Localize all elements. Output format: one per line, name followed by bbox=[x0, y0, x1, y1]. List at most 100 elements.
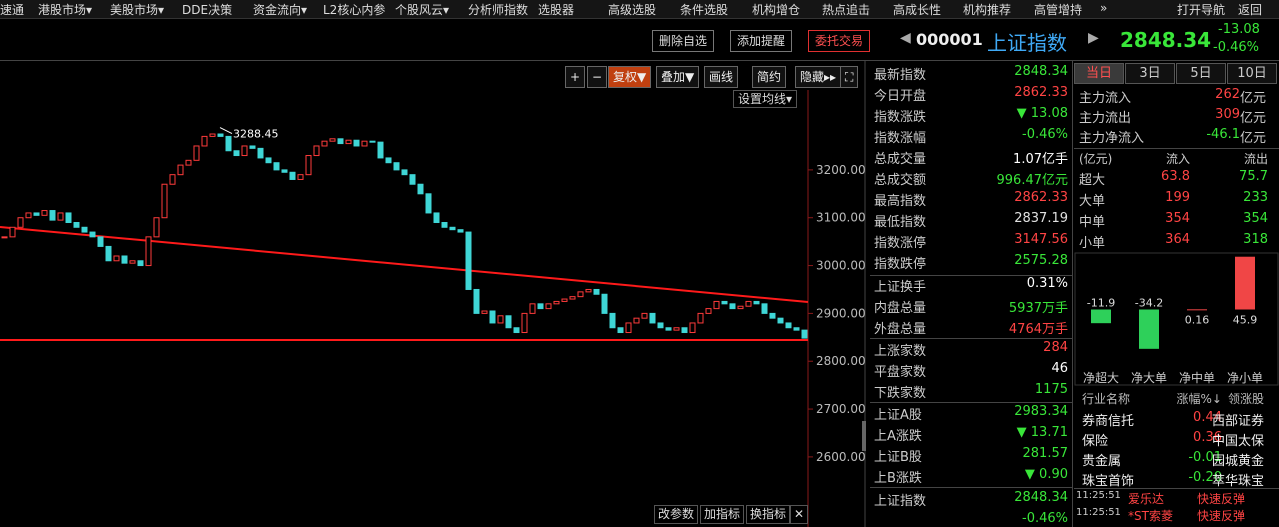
candle bbox=[345, 139, 352, 145]
flow-label: 主力流出 bbox=[1079, 111, 1132, 126]
stat-label: 今日开盘 bbox=[874, 89, 927, 104]
menu-item[interactable]: 高管增持 bbox=[1034, 3, 1083, 17]
menu-item[interactable]: 个股风云▾ bbox=[395, 3, 450, 17]
menu-item[interactable]: 返回 bbox=[1238, 3, 1263, 17]
stat-value: -0.46% bbox=[1022, 511, 1068, 526]
y-tick-label: 3100.00 bbox=[816, 211, 866, 225]
candle bbox=[585, 288, 592, 293]
ma-setting[interactable]: 设置均线▾ bbox=[733, 90, 798, 108]
stat-label: 指数涨幅 bbox=[874, 131, 927, 146]
candle bbox=[249, 145, 256, 149]
divider bbox=[870, 338, 1072, 339]
stat-label: 总成交额 bbox=[874, 173, 927, 188]
action-button[interactable]: 删除自选 bbox=[652, 30, 715, 52]
table-header: 行业名称 bbox=[1082, 392, 1131, 406]
y-tick-label: 2700.00 bbox=[816, 402, 866, 416]
candle bbox=[577, 291, 584, 298]
tab[interactable]: 当日 bbox=[1074, 63, 1124, 84]
table-cell[interactable]: 券商信托 bbox=[1082, 414, 1135, 429]
table-cell: 75.7 bbox=[1239, 169, 1268, 184]
candle bbox=[497, 315, 504, 324]
indicator-tool[interactable]: 改参数 bbox=[654, 505, 699, 524]
candle bbox=[569, 296, 576, 300]
peak-label: 3288.45 bbox=[233, 128, 279, 141]
stat-value: 2848.34 bbox=[1014, 64, 1068, 79]
next-arrow[interactable]: ▶ bbox=[1088, 30, 1099, 46]
ticker-cell: 11:25:51 bbox=[1076, 490, 1121, 501]
candle bbox=[329, 138, 336, 142]
chart-tool[interactable]: 简约 bbox=[752, 66, 787, 88]
chart-tool[interactable]: + bbox=[565, 66, 586, 88]
candle bbox=[193, 145, 200, 161]
candle bbox=[113, 255, 120, 262]
tab[interactable]: 10日 bbox=[1227, 63, 1277, 84]
divider bbox=[870, 402, 1072, 403]
menu-item[interactable]: 热点追击 bbox=[822, 3, 871, 17]
menu-item[interactable]: 高级选股 bbox=[608, 3, 657, 17]
quote-change: -13.08 bbox=[1218, 22, 1260, 37]
stat-value: 2575.28 bbox=[1014, 253, 1068, 268]
candle bbox=[721, 300, 728, 305]
scroll-handle[interactable] bbox=[862, 421, 866, 451]
candle bbox=[33, 212, 40, 216]
candle bbox=[729, 303, 736, 310]
menu-item[interactable]: 条件选股 bbox=[680, 3, 729, 17]
candle bbox=[793, 327, 800, 331]
chart-tool[interactable]: 复权▼ bbox=[608, 66, 652, 88]
action-button[interactable]: 委托交易 bbox=[808, 30, 871, 52]
candle bbox=[553, 300, 560, 305]
net-flow-chart: -11.9 净超大 -34.2 净大单 0.16 净中单 45.9 净小单 bbox=[1074, 252, 1279, 386]
table-cell[interactable]: 珠宝首饰 bbox=[1082, 474, 1135, 489]
menu-item[interactable]: 打开导航 bbox=[1177, 3, 1226, 17]
chart-tool[interactable]: ⛶ bbox=[840, 66, 859, 88]
tab[interactable]: 5日 bbox=[1176, 63, 1226, 84]
chart-tool[interactable]: 叠加▼ bbox=[656, 66, 700, 88]
menu-item[interactable]: 机构增仓 bbox=[752, 3, 801, 17]
table-cell: 超大 bbox=[1079, 173, 1106, 188]
candle bbox=[337, 138, 344, 145]
table-cell[interactable]: 保险 bbox=[1082, 434, 1109, 449]
candle bbox=[185, 159, 192, 166]
candle bbox=[313, 145, 320, 157]
stat-label: 指数涨停 bbox=[874, 236, 927, 251]
chart-tool[interactable]: − bbox=[587, 66, 608, 88]
candle bbox=[105, 245, 112, 262]
table-cell: 中国太保 bbox=[1211, 434, 1264, 449]
table-cell[interactable]: 贵金属 bbox=[1082, 454, 1122, 469]
candle bbox=[753, 300, 760, 305]
table-cell: 354 bbox=[1243, 211, 1268, 226]
quote-pct: -0.46% bbox=[1213, 40, 1259, 55]
chart-tool[interactable]: 画线 bbox=[704, 66, 739, 88]
stat-label: 下跌家数 bbox=[874, 386, 927, 401]
candle bbox=[521, 312, 528, 334]
y-tick-label: 3200.00 bbox=[816, 163, 866, 177]
menu-item[interactable]: 资金流向▾ bbox=[253, 3, 308, 17]
indicator-tool[interactable]: 加指标 bbox=[700, 505, 745, 524]
menu-item[interactable]: 选股器 bbox=[538, 3, 575, 17]
menu-item[interactable]: » bbox=[1100, 1, 1108, 15]
candle bbox=[481, 310, 488, 314]
menu-item[interactable]: 机构推荐 bbox=[963, 3, 1012, 17]
menu-item[interactable]: 美股市场▾ bbox=[110, 3, 165, 17]
category-label: 净超大 bbox=[1083, 370, 1119, 385]
table-header: 领涨股 bbox=[1227, 392, 1264, 406]
tab[interactable]: 3日 bbox=[1125, 63, 1175, 84]
chart-tool[interactable]: 隐藏▸▸ bbox=[795, 66, 842, 88]
menu-item[interactable]: 速通 bbox=[0, 3, 25, 17]
candle bbox=[785, 322, 792, 329]
menu-item[interactable]: L2核心内参 bbox=[323, 3, 386, 17]
menu-item[interactable]: DDE决策 bbox=[182, 3, 233, 17]
stat-label: 内盘总量 bbox=[874, 301, 927, 316]
indicator-tool[interactable]: ✕ bbox=[790, 505, 809, 524]
menu-item[interactable]: 高成长性 bbox=[893, 3, 942, 17]
candle bbox=[801, 329, 808, 339]
menu-item[interactable]: 分析师指数 bbox=[468, 3, 529, 17]
menu-item[interactable]: 港股市场▾ bbox=[38, 3, 93, 17]
stat-value: 5937万手 bbox=[1008, 301, 1068, 316]
action-button[interactable]: 添加提醒 bbox=[730, 30, 793, 52]
indicator-tool[interactable]: 换指标 bbox=[746, 505, 791, 524]
candle bbox=[697, 312, 704, 324]
stat-label: 上A涨跌 bbox=[874, 429, 922, 444]
prev-arrow[interactable]: ◀ bbox=[900, 30, 911, 46]
candle bbox=[657, 322, 664, 329]
